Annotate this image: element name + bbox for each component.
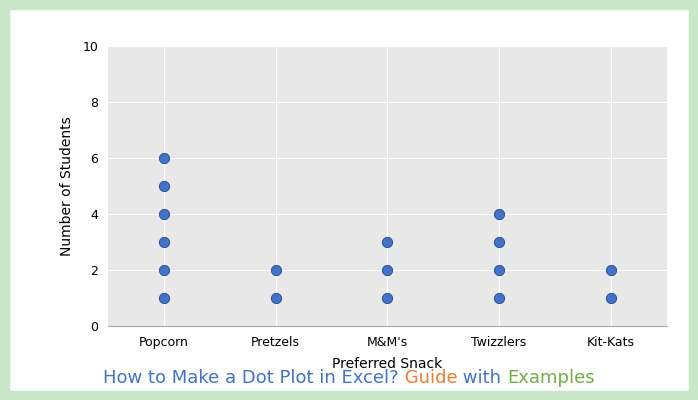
Point xyxy=(605,295,616,301)
Text: How to Make a Dot Plot in Excel?: How to Make a Dot Plot in Excel? xyxy=(103,369,399,387)
Point xyxy=(382,239,393,245)
Point xyxy=(493,267,505,273)
Point xyxy=(270,295,281,301)
Text: Examples: Examples xyxy=(507,369,595,387)
Point xyxy=(158,295,170,301)
Point xyxy=(493,211,505,217)
Point xyxy=(382,267,393,273)
Y-axis label: Number of Students: Number of Students xyxy=(60,116,74,256)
Point xyxy=(270,267,281,273)
Point xyxy=(158,239,170,245)
X-axis label: Preferred Snack: Preferred Snack xyxy=(332,357,443,371)
Text: with: with xyxy=(457,369,507,387)
Point xyxy=(158,267,170,273)
Point xyxy=(158,183,170,189)
Point xyxy=(158,155,170,161)
Point xyxy=(605,267,616,273)
Point xyxy=(382,295,393,301)
Text: Guide: Guide xyxy=(399,369,457,387)
Point xyxy=(493,295,505,301)
Point xyxy=(493,239,505,245)
Point xyxy=(158,211,170,217)
